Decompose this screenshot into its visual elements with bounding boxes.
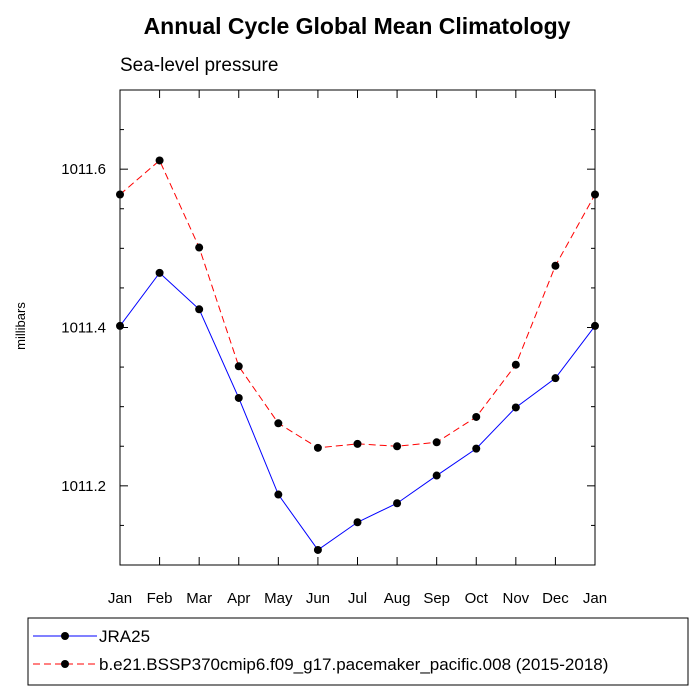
x-tick-label: Nov — [502, 590, 529, 607]
legend-marker — [61, 632, 69, 640]
x-tick-label: Sep — [423, 590, 450, 607]
y-tick-labels: 1011.2 1011.4 1011.6 — [61, 161, 106, 495]
data-point — [234, 393, 243, 402]
data-point — [511, 360, 520, 369]
legend: JRA25 b.e21.BSSP370cmip6.f09_g17.pacemake… — [27, 617, 689, 686]
chart-subtitle: Sea-level pressure — [120, 55, 278, 76]
plot-frame — [119, 89, 596, 566]
legend-label: b.e21.BSSP370cmip6.f09_g17.pacemaker_pac… — [99, 655, 608, 674]
legend-items: JRA25 b.e21.BSSP370cmip6.f09_g17.pacemake… — [33, 627, 608, 674]
data-point — [313, 545, 322, 554]
data-point — [472, 412, 481, 421]
x-tick-label: Jun — [306, 590, 330, 607]
data-point — [195, 243, 204, 252]
data-point — [551, 261, 560, 270]
data-point — [432, 438, 441, 447]
data-point — [155, 156, 164, 165]
x-tick-label: Mar — [186, 590, 212, 607]
legend-marker — [61, 660, 69, 668]
x-tick-label: Jan — [108, 590, 132, 607]
x-tick-label: Dec — [542, 590, 569, 607]
x-tick-label: Feb — [147, 590, 173, 607]
x-tick-label: Apr — [227, 590, 250, 607]
data-point — [155, 268, 164, 277]
legend-label: JRA25 — [99, 627, 150, 646]
x-tick-label: Aug — [384, 590, 411, 607]
x-tick-label: Jan — [583, 590, 607, 607]
x-tick-labels: Jan Feb Mar Apr May Jun Jul Aug Sep Oct Nov Dec Jan — [108, 590, 607, 607]
chart-title: Annual Cycle Global Mean Climatology — [144, 13, 571, 39]
axis-ticks — [119, 90, 596, 565]
x-tick-label: May — [264, 590, 293, 607]
series-line — [119, 159, 596, 449]
data-point — [313, 443, 322, 452]
legend-box — [27, 617, 689, 686]
series-line — [119, 272, 596, 551]
data-point — [393, 442, 402, 451]
y-axis-label: millibars — [13, 302, 28, 350]
y-tick-label: 1011.2 — [61, 478, 106, 495]
data-point — [234, 362, 243, 371]
y-tick-label: 1011.6 — [61, 161, 106, 178]
data-point — [591, 321, 599, 330]
data-point — [116, 321, 124, 330]
data-point — [274, 419, 283, 428]
series-group — [116, 156, 599, 554]
data-point — [116, 190, 124, 199]
x-tick-label: Oct — [465, 590, 489, 607]
data-point — [353, 439, 362, 448]
x-tick-label: Jul — [348, 590, 367, 607]
data-point — [353, 518, 362, 527]
data-point — [393, 499, 402, 508]
data-point — [274, 490, 283, 499]
data-point — [432, 471, 441, 480]
data-point — [551, 374, 560, 383]
y-tick-label: 1011.4 — [61, 320, 106, 337]
data-point — [511, 403, 520, 412]
data-point — [472, 444, 481, 453]
data-point — [591, 190, 599, 199]
data-point — [195, 305, 204, 314]
